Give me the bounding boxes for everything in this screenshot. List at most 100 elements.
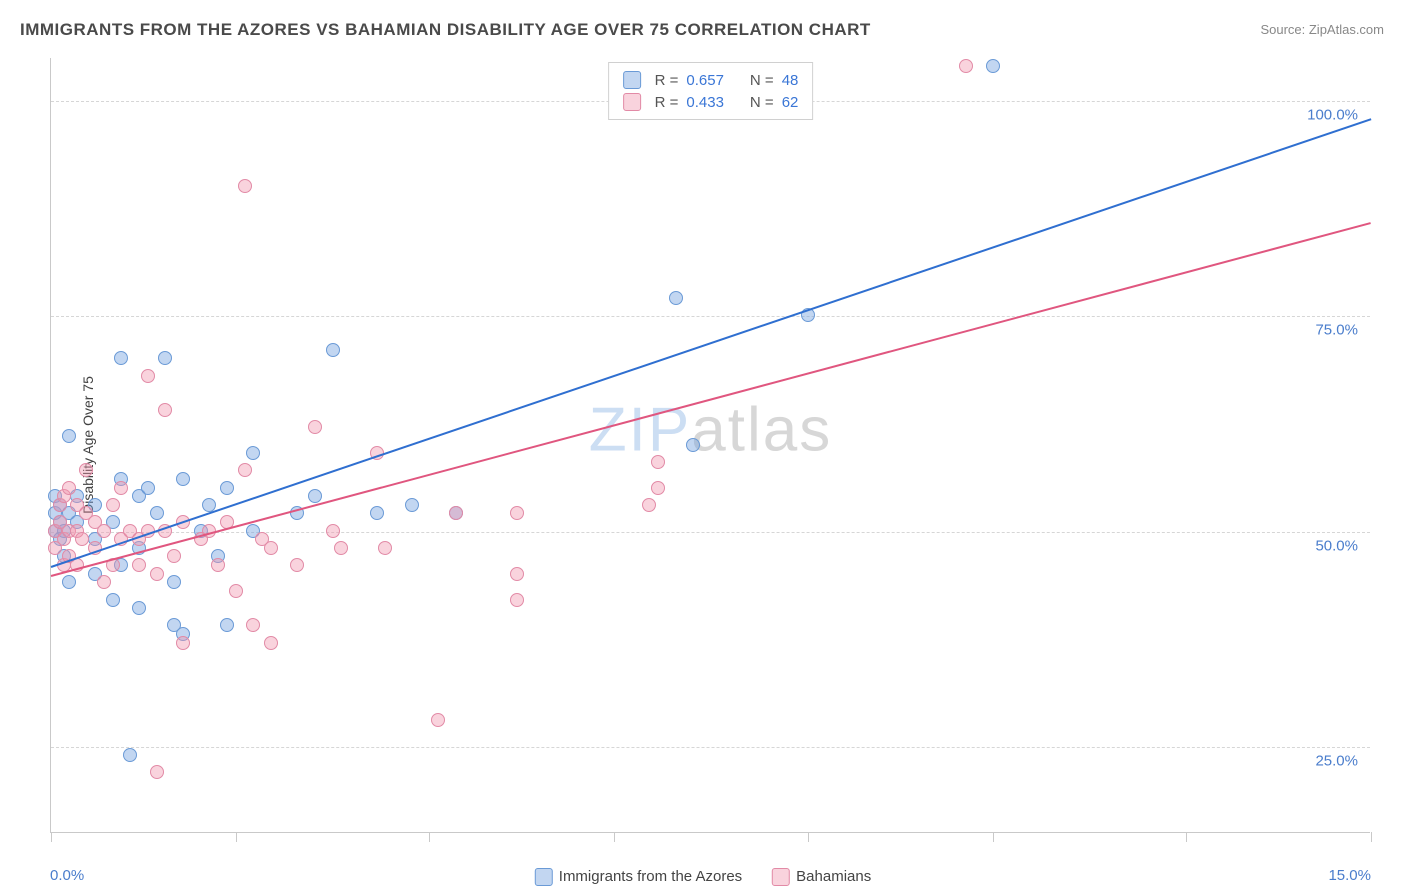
stats-row: R = 0.433 N = 62	[623, 91, 799, 113]
scatter-point	[229, 584, 243, 598]
y-tick-label: 75.0%	[1315, 322, 1358, 339]
scatter-point	[220, 481, 234, 495]
scatter-point	[510, 567, 524, 581]
watermark-atlas: atlas	[691, 395, 832, 464]
scatter-plot-area: Disability Age Over 75 ZIPatlas R = 0.65…	[50, 58, 1370, 833]
scatter-point	[449, 506, 463, 520]
scatter-point	[176, 636, 190, 650]
scatter-point	[141, 369, 155, 383]
scatter-point	[150, 765, 164, 779]
stats-row: R = 0.657 N = 48	[623, 69, 799, 91]
x-tick	[429, 832, 430, 842]
scatter-point	[158, 351, 172, 365]
scatter-point	[167, 549, 181, 563]
scatter-point	[97, 524, 111, 538]
scatter-point	[264, 541, 278, 555]
x-tick	[51, 832, 52, 842]
x-tick	[614, 832, 615, 842]
scatter-point	[326, 343, 340, 357]
x-axis-max-label: 15.0%	[1328, 867, 1371, 884]
scatter-point	[651, 481, 665, 495]
x-tick	[236, 832, 237, 842]
scatter-point	[167, 575, 181, 589]
scatter-point	[62, 429, 76, 443]
legend-swatch	[623, 93, 641, 111]
source-value: ZipAtlas.com	[1309, 22, 1384, 37]
scatter-point	[238, 463, 252, 477]
scatter-point	[132, 601, 146, 615]
legend-item: Immigrants from the Azores	[535, 868, 742, 886]
scatter-point	[370, 506, 384, 520]
scatter-point	[378, 541, 392, 555]
scatter-point	[62, 481, 76, 495]
y-tick-label: 50.0%	[1315, 537, 1358, 554]
x-tick	[1371, 832, 1372, 842]
correlation-stats-box: R = 0.657 N = 48 R = 0.433 N = 62	[608, 62, 814, 120]
source-attribution: Source: ZipAtlas.com	[1260, 22, 1384, 37]
scatter-point	[97, 575, 111, 589]
scatter-point	[150, 567, 164, 581]
legend-bottom: Immigrants from the Azores Bahamians	[535, 868, 871, 886]
x-tick	[993, 832, 994, 842]
y-tick-label: 100.0%	[1307, 107, 1358, 124]
regression-line	[51, 222, 1372, 577]
scatter-point	[959, 59, 973, 73]
scatter-point	[132, 558, 146, 572]
scatter-point	[106, 498, 120, 512]
scatter-point	[176, 472, 190, 486]
scatter-point	[62, 575, 76, 589]
r-label: R =	[655, 94, 679, 111]
n-label: N =	[750, 94, 774, 111]
scatter-point	[106, 593, 120, 607]
scatter-point	[986, 59, 1000, 73]
scatter-point	[308, 420, 322, 434]
scatter-point	[141, 481, 155, 495]
gridline	[51, 747, 1370, 748]
x-tick	[1186, 832, 1187, 842]
scatter-point	[246, 446, 260, 460]
legend-label: Immigrants from the Azores	[559, 868, 742, 885]
scatter-point	[211, 558, 225, 572]
scatter-point	[405, 498, 419, 512]
x-axis-min-label: 0.0%	[50, 867, 84, 884]
scatter-point	[246, 618, 260, 632]
watermark-zip: ZIP	[589, 395, 691, 464]
y-tick-label: 25.0%	[1315, 752, 1358, 769]
scatter-point	[75, 532, 89, 546]
gridline	[51, 316, 1370, 317]
legend-swatch	[623, 71, 641, 89]
scatter-point	[510, 506, 524, 520]
n-value: 62	[782, 94, 799, 111]
scatter-point	[238, 179, 252, 193]
r-value: 0.433	[686, 94, 724, 111]
r-value: 0.657	[686, 72, 724, 89]
scatter-point	[123, 748, 137, 762]
legend-swatch	[772, 868, 790, 886]
scatter-point	[510, 593, 524, 607]
scatter-point	[669, 291, 683, 305]
scatter-point	[79, 463, 93, 477]
r-label: R =	[655, 72, 679, 89]
scatter-point	[651, 455, 665, 469]
scatter-point	[686, 438, 700, 452]
scatter-point	[431, 713, 445, 727]
scatter-point	[326, 524, 340, 538]
chart-title: IMMIGRANTS FROM THE AZORES VS BAHAMIAN D…	[20, 20, 871, 40]
scatter-point	[642, 498, 656, 512]
scatter-point	[290, 558, 304, 572]
scatter-point	[114, 351, 128, 365]
scatter-point	[264, 636, 278, 650]
scatter-point	[158, 403, 172, 417]
legend-label: Bahamians	[796, 868, 871, 885]
n-value: 48	[782, 72, 799, 89]
watermark: ZIPatlas	[589, 394, 832, 465]
scatter-point	[114, 481, 128, 495]
scatter-point	[334, 541, 348, 555]
n-label: N =	[750, 72, 774, 89]
scatter-point	[220, 618, 234, 632]
legend-swatch	[535, 868, 553, 886]
legend-item: Bahamians	[772, 868, 871, 886]
source-label: Source:	[1260, 22, 1308, 37]
scatter-point	[308, 489, 322, 503]
x-tick	[808, 832, 809, 842]
